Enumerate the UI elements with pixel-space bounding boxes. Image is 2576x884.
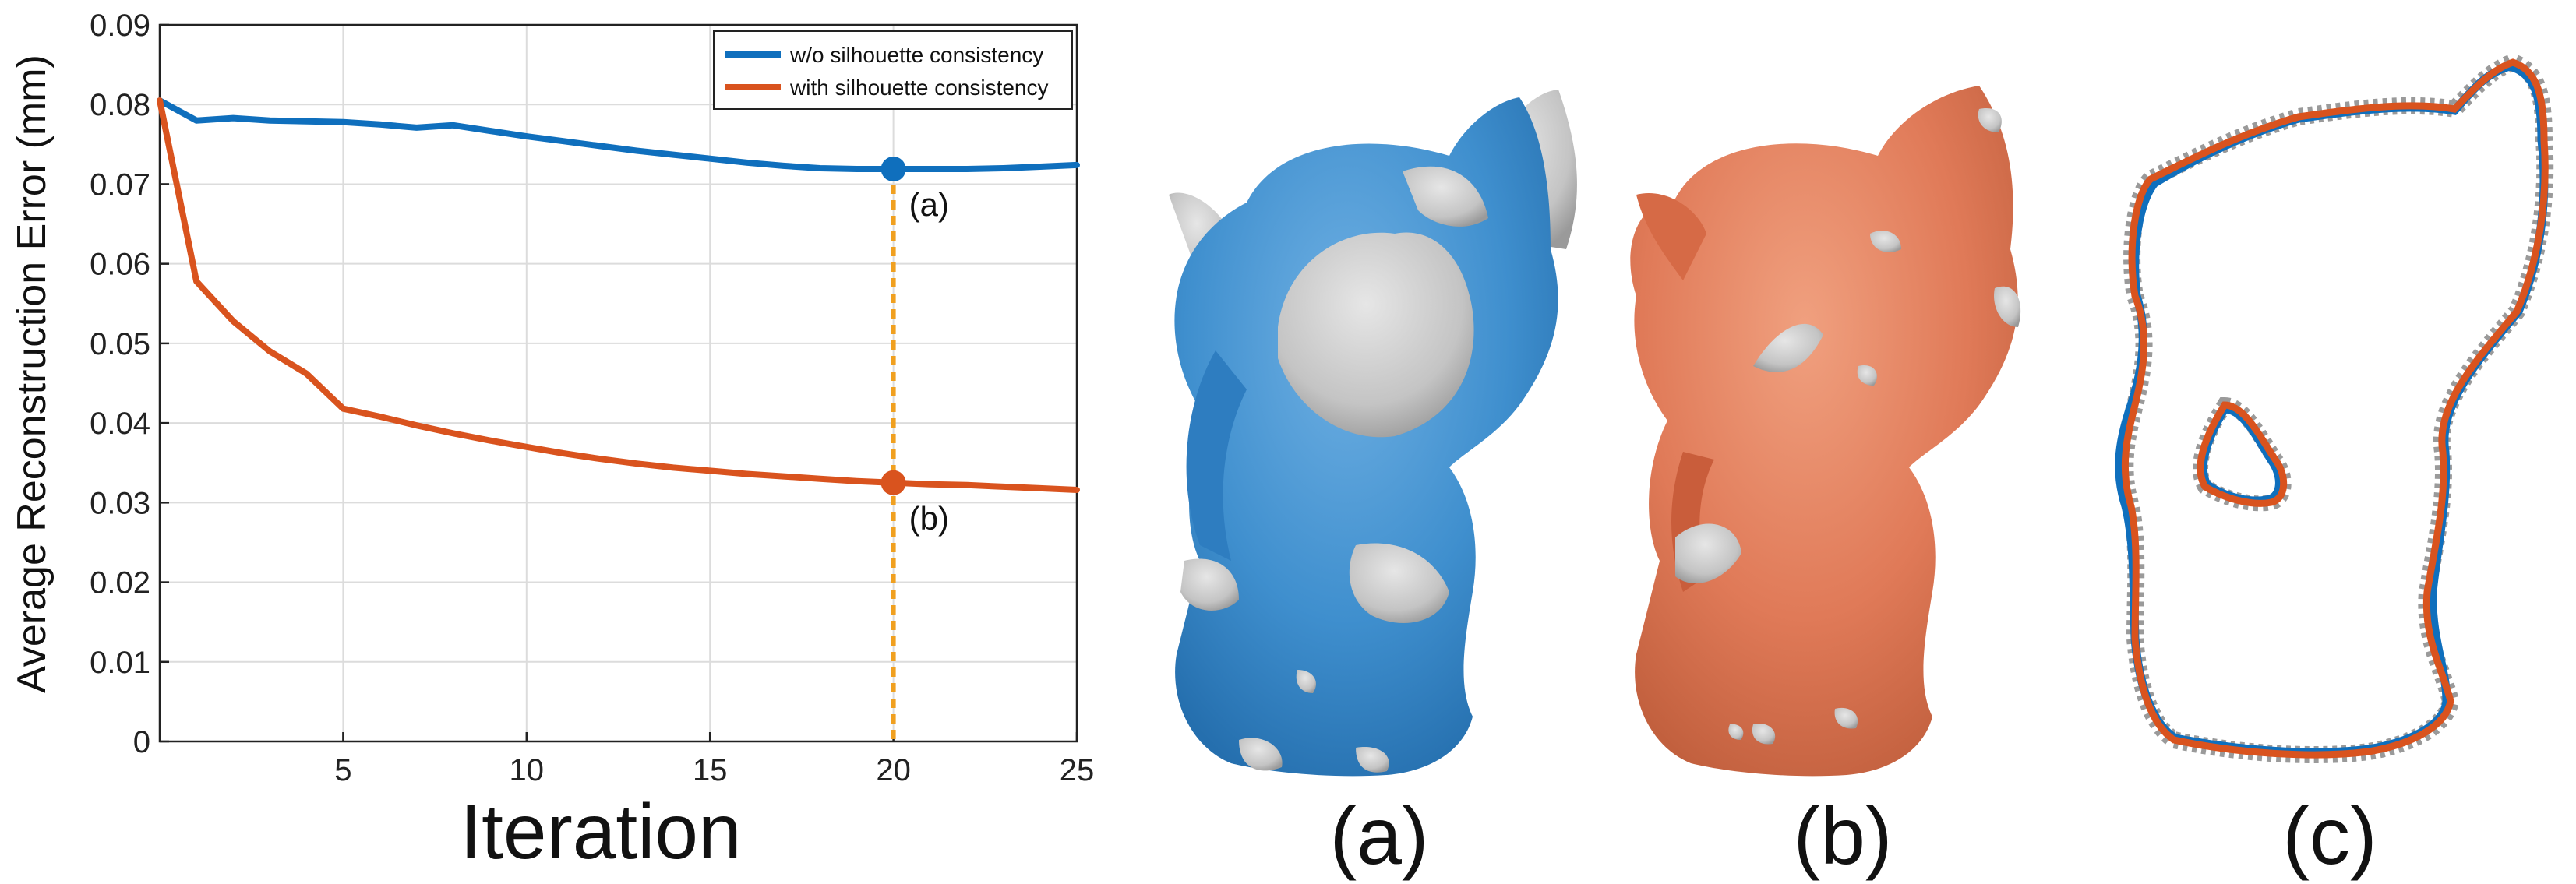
y-tick-label: 0: [133, 725, 150, 759]
x-tick-label: 25: [1060, 753, 1095, 787]
cat-mesh-overlay-orange: [1630, 86, 2021, 777]
marker-label: (a): [909, 186, 949, 223]
legend-box: [713, 30, 1073, 110]
y-tick-label: 0.04: [90, 407, 150, 441]
marker-label: (b): [909, 500, 949, 537]
x-tick-label: 20: [876, 753, 911, 787]
chart-legend: w/o silhouette consistency with silhouett…: [713, 30, 1073, 110]
x-tick-label: 5: [334, 753, 351, 787]
chart-grid: [160, 24, 1078, 742]
marker-point: [880, 470, 906, 495]
legend-label: with silhouette consistency: [789, 76, 1049, 100]
plot-frame: [158, 23, 1078, 743]
series-line-without-consistency: [157, 97, 1080, 172]
y-axis-label: Average Reconstruction Error (mm): [9, 55, 55, 693]
y-tick-label: 0.05: [90, 327, 150, 361]
x-axis-label: Iteration: [460, 788, 741, 875]
legend-label: w/o silhouette consistency: [789, 43, 1043, 67]
chart-axes: [158, 23, 1078, 743]
silhouette-without-consistency: [2115, 62, 2549, 757]
panel-label-c: (c): [2282, 791, 2377, 882]
y-tick-label: 0.08: [90, 88, 150, 122]
chart-tick-labels: 5 10 15 20 25 0 0.01 0.02 0.03 0.04 0.05 0.06 0.07 0.…: [90, 9, 1094, 787]
series-line-with-consistency: [157, 97, 1080, 493]
x-tick-label: 10: [510, 753, 545, 787]
y-tick-label: 0.01: [90, 646, 150, 680]
marker-point: [880, 157, 906, 182]
silhouette-with-consistency: [2121, 58, 2549, 759]
chart-markers: (a) (b): [880, 157, 949, 537]
cat-mesh-overlay-blue: [1169, 90, 1577, 777]
y-tick-label: 0.06: [90, 248, 150, 282]
y-tick-label: 0.03: [90, 486, 150, 520]
chart-series: [157, 97, 1080, 493]
panel-label-b: (b): [1793, 791, 1893, 882]
line-chart: (a) (b) 5 10 15 20 25 0 0.01 0.02 0.03 0.04 0.05 0.0…: [9, 9, 1094, 875]
panel-label-a: (a): [1329, 791, 1429, 882]
inner-hole-with-consistency: [2197, 401, 2288, 507]
silhouette-contours: [2115, 53, 2554, 763]
y-tick-label: 0.07: [90, 167, 150, 202]
x-tick-label: 15: [693, 753, 728, 787]
y-tick-label: 0.02: [90, 566, 150, 600]
y-tick-label: 0.09: [90, 9, 150, 43]
